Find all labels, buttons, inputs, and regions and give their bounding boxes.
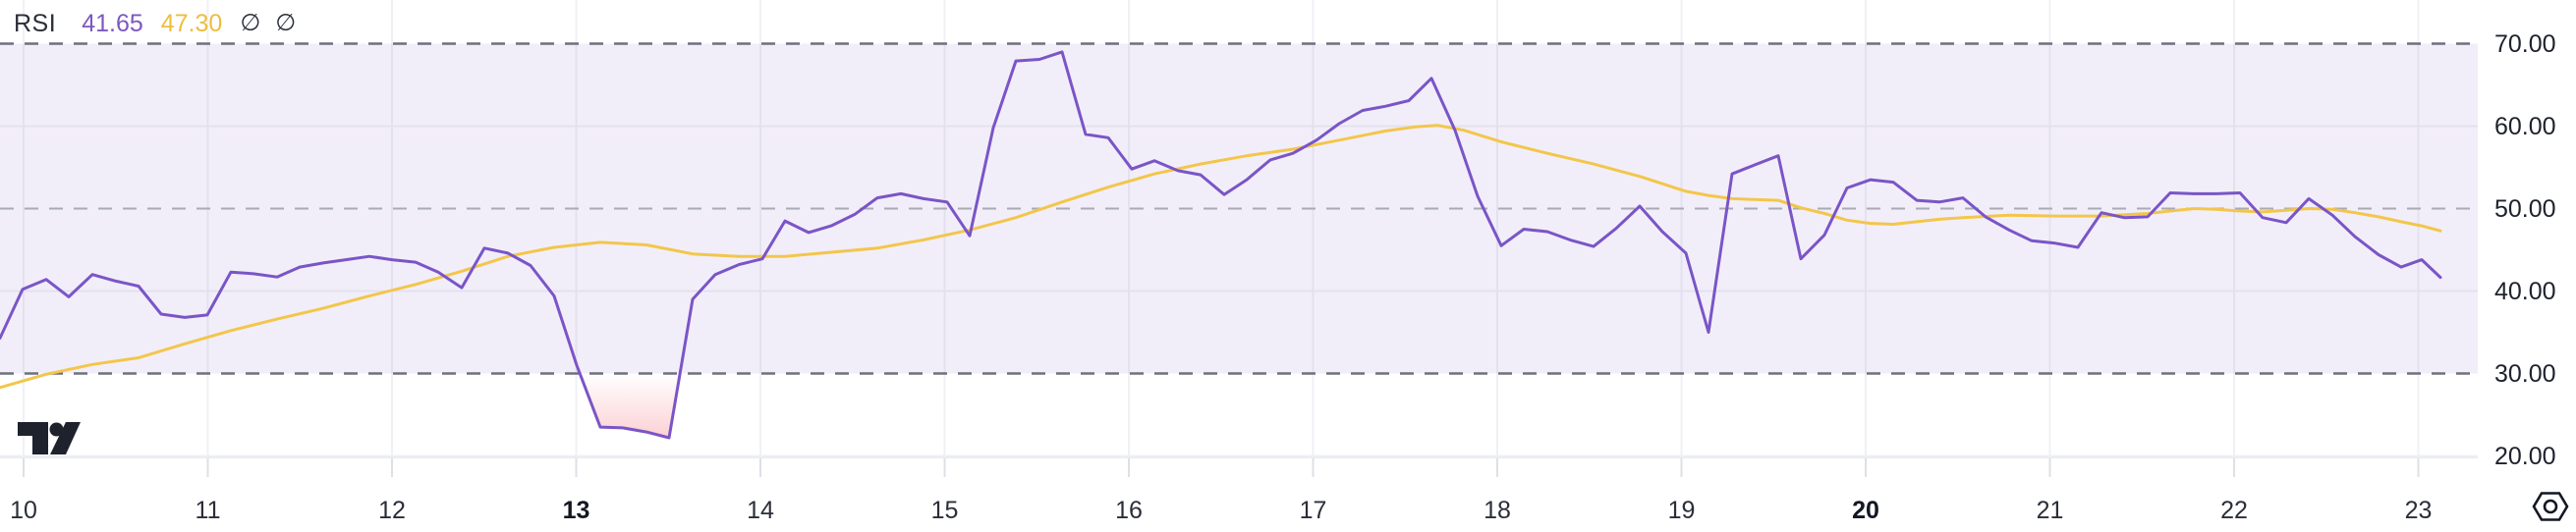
time-axis-label-monday: 20 <box>1852 497 1879 524</box>
time-axis-label-monday: 13 <box>562 497 590 524</box>
time-axis-label: 21 <box>2036 497 2064 524</box>
tradingview-logo[interactable] <box>17 421 84 456</box>
time-axis-label: 23 <box>2404 497 2433 524</box>
time-axis-label: 12 <box>378 497 406 524</box>
time-axis-label: 11 <box>195 497 221 524</box>
settings-gear-icon[interactable] <box>2532 490 2569 523</box>
null-value-icon: ∅ <box>240 10 261 36</box>
time-axis-label: 19 <box>1667 497 1696 524</box>
time-axis-label: 17 <box>1299 497 1327 524</box>
time-axis-label: 14 <box>747 497 774 524</box>
price-axis-label: 20.00 <box>2494 442 2556 470</box>
price-axis-label: 30.00 <box>2494 359 2556 388</box>
time-axis-label: 15 <box>930 497 959 524</box>
price-axis-label: 70.00 <box>2494 29 2556 58</box>
time-axis-label: 10 <box>10 497 37 524</box>
time-axis-label: 16 <box>1115 497 1143 524</box>
price-axis-label: 40.00 <box>2494 277 2556 305</box>
rsi-ma-current-value: 47.30 <box>160 10 223 37</box>
price-axis-label: 60.00 <box>2494 112 2556 140</box>
indicator-title[interactable]: RSI <box>14 10 57 37</box>
rsi-current-value: 41.65 <box>82 10 143 37</box>
time-axis-label: 22 <box>2220 497 2248 524</box>
price-axis-label: 50.00 <box>2494 194 2556 223</box>
indicator-legend[interactable]: RSI 41.65 47.30 ∅ ∅ <box>14 9 310 38</box>
null-value-icon: ∅ <box>275 10 297 36</box>
time-axis-label: 18 <box>1484 497 1511 524</box>
